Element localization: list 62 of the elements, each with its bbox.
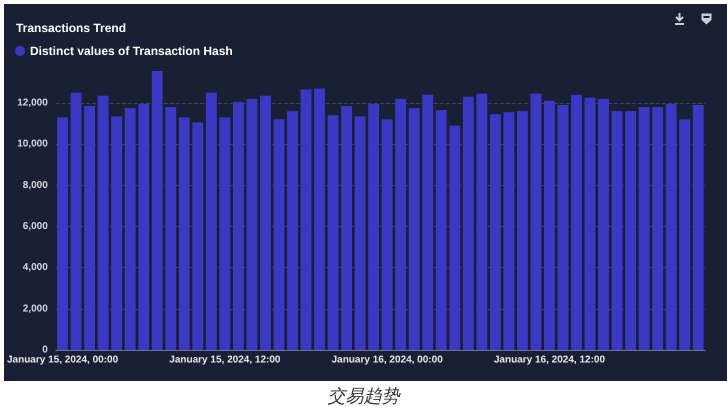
bar	[246, 98, 258, 350]
x-tick-label: January 16, 2024, 00:00	[332, 354, 444, 366]
bar	[692, 105, 704, 350]
bar	[354, 116, 366, 350]
text: 交易趋势	[326, 385, 402, 408]
legend-label: Distinct values of Transaction Hash	[30, 44, 233, 58]
bar	[679, 119, 690, 350]
chart-title: Transactions Trend	[16, 21, 126, 35]
bar	[300, 90, 312, 350]
bar	[178, 117, 190, 350]
bar	[260, 96, 271, 350]
bar	[84, 106, 96, 350]
y-tick-label: 8,000	[22, 180, 48, 191]
bar	[368, 104, 380, 350]
bar	[422, 94, 434, 350]
bar	[98, 96, 109, 350]
bar	[638, 107, 650, 350]
bar	[408, 108, 420, 350]
bar	[503, 112, 514, 350]
bar	[192, 122, 204, 350]
bar	[571, 94, 582, 350]
bar	[612, 111, 622, 350]
bar	[70, 92, 82, 350]
bar	[232, 102, 244, 350]
bar	[57, 117, 68, 350]
bar	[449, 126, 460, 350]
bar	[666, 104, 677, 350]
bar	[395, 98, 406, 350]
bar	[436, 110, 447, 350]
bar	[517, 111, 528, 350]
y-tick-label: 0	[42, 344, 48, 356]
bar	[219, 117, 230, 350]
y-tick-label: 12,000	[17, 97, 48, 108]
bar	[138, 104, 150, 350]
bar	[544, 100, 555, 350]
bar	[584, 98, 596, 350]
y-tick-label: 6,000	[22, 220, 48, 232]
x-tick-label: January 15, 2024, 00:00	[6, 354, 119, 366]
y-tick-label: 10,000	[17, 138, 48, 150]
bar	[111, 116, 122, 350]
bar	[165, 107, 176, 350]
y-tick-label: 2,000	[22, 303, 48, 314]
bar	[625, 111, 636, 350]
bar	[558, 105, 568, 350]
bar	[382, 119, 393, 350]
y-tick-label: 4,000	[22, 262, 48, 274]
bar	[476, 94, 488, 350]
bar	[124, 108, 136, 350]
x-tick-label: January 15, 2024, 12:00	[169, 354, 281, 366]
bar	[490, 114, 501, 350]
bar	[206, 92, 217, 350]
bar	[314, 88, 325, 350]
bar	[598, 98, 609, 350]
bar	[462, 96, 474, 350]
x-tick-label: January 16, 2024, 12:00	[494, 354, 606, 366]
bar	[152, 71, 163, 350]
bar	[652, 107, 664, 350]
bar	[328, 115, 338, 350]
bar	[287, 111, 298, 350]
bar	[274, 119, 284, 350]
bar	[341, 106, 352, 350]
bar	[530, 94, 542, 350]
